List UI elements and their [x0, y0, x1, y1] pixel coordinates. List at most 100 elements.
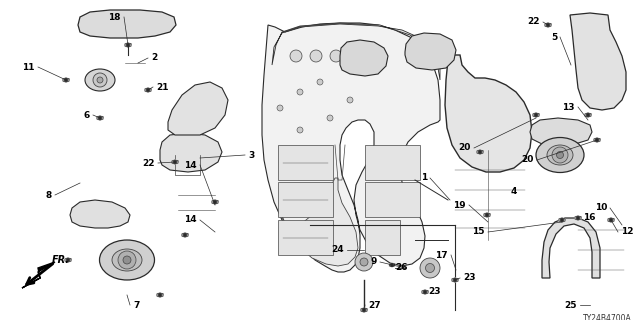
- Circle shape: [424, 291, 426, 293]
- Ellipse shape: [547, 145, 573, 165]
- Text: 22: 22: [143, 158, 155, 167]
- Circle shape: [277, 105, 283, 111]
- Circle shape: [355, 253, 373, 271]
- Text: 14: 14: [184, 161, 197, 170]
- Polygon shape: [212, 200, 218, 204]
- Circle shape: [347, 97, 353, 103]
- Text: 1: 1: [420, 173, 427, 182]
- Circle shape: [290, 50, 302, 62]
- Circle shape: [552, 147, 568, 163]
- Polygon shape: [182, 233, 188, 237]
- Circle shape: [426, 263, 435, 273]
- Circle shape: [587, 114, 589, 116]
- Circle shape: [118, 251, 136, 269]
- Circle shape: [127, 44, 129, 46]
- Text: 7: 7: [133, 300, 140, 309]
- Text: 23: 23: [428, 287, 440, 297]
- Text: 20: 20: [522, 156, 534, 164]
- Polygon shape: [157, 293, 163, 297]
- Circle shape: [577, 217, 579, 219]
- Polygon shape: [282, 178, 358, 266]
- Polygon shape: [63, 78, 69, 82]
- Text: 22: 22: [527, 18, 540, 27]
- Circle shape: [596, 139, 598, 141]
- Text: 27: 27: [368, 300, 381, 309]
- Ellipse shape: [112, 249, 142, 271]
- Polygon shape: [452, 278, 458, 282]
- Circle shape: [123, 256, 131, 264]
- Circle shape: [99, 117, 101, 119]
- Polygon shape: [575, 216, 581, 220]
- Circle shape: [159, 294, 161, 296]
- Polygon shape: [262, 23, 440, 272]
- Circle shape: [310, 50, 322, 62]
- Ellipse shape: [85, 69, 115, 91]
- Text: 20: 20: [459, 143, 471, 153]
- Polygon shape: [160, 133, 222, 172]
- Text: 13: 13: [563, 102, 575, 111]
- Polygon shape: [405, 33, 456, 70]
- Bar: [365, 220, 400, 255]
- Polygon shape: [172, 160, 178, 164]
- Circle shape: [454, 279, 456, 281]
- Circle shape: [557, 151, 563, 158]
- Polygon shape: [78, 10, 176, 38]
- Text: 3: 3: [248, 150, 254, 159]
- Circle shape: [360, 258, 368, 266]
- Polygon shape: [477, 150, 483, 154]
- Circle shape: [547, 24, 549, 26]
- Polygon shape: [559, 218, 565, 222]
- Polygon shape: [484, 213, 490, 217]
- Text: 2: 2: [151, 53, 157, 62]
- Polygon shape: [445, 55, 532, 172]
- Circle shape: [535, 114, 537, 116]
- Bar: [278, 145, 333, 180]
- Circle shape: [214, 201, 216, 203]
- Polygon shape: [22, 262, 55, 288]
- Text: 24: 24: [332, 245, 344, 254]
- Ellipse shape: [99, 240, 154, 280]
- Text: 8: 8: [45, 190, 52, 199]
- Circle shape: [479, 151, 481, 153]
- Polygon shape: [594, 138, 600, 142]
- Polygon shape: [570, 13, 626, 110]
- Circle shape: [327, 115, 333, 121]
- Text: 12: 12: [621, 228, 634, 236]
- Circle shape: [610, 219, 612, 221]
- Polygon shape: [422, 290, 428, 294]
- Text: 15: 15: [472, 228, 485, 236]
- Circle shape: [147, 89, 149, 91]
- Bar: [278, 220, 333, 255]
- Text: FR.: FR.: [52, 255, 70, 265]
- Text: 5: 5: [551, 33, 557, 42]
- Polygon shape: [530, 118, 592, 145]
- Circle shape: [297, 89, 303, 95]
- Polygon shape: [340, 40, 388, 76]
- Polygon shape: [65, 258, 71, 262]
- Text: 14: 14: [184, 215, 197, 225]
- Circle shape: [97, 77, 103, 83]
- Polygon shape: [533, 113, 539, 117]
- Text: TY24B4700A: TY24B4700A: [583, 314, 632, 320]
- Bar: [278, 182, 333, 217]
- Polygon shape: [118, 245, 152, 268]
- Text: 21: 21: [156, 83, 168, 92]
- Circle shape: [561, 219, 563, 221]
- Polygon shape: [389, 263, 395, 267]
- Polygon shape: [608, 218, 614, 222]
- Bar: [365, 145, 420, 180]
- Text: 17: 17: [435, 251, 448, 260]
- Text: 4: 4: [511, 188, 517, 196]
- Polygon shape: [272, 23, 440, 80]
- Polygon shape: [542, 218, 600, 278]
- Polygon shape: [545, 23, 551, 27]
- Bar: [365, 182, 420, 217]
- Circle shape: [486, 214, 488, 216]
- Polygon shape: [125, 43, 131, 47]
- Ellipse shape: [536, 138, 584, 172]
- Text: 25: 25: [564, 300, 577, 309]
- Polygon shape: [585, 113, 591, 117]
- Circle shape: [317, 79, 323, 85]
- Polygon shape: [70, 200, 130, 228]
- Polygon shape: [168, 82, 228, 135]
